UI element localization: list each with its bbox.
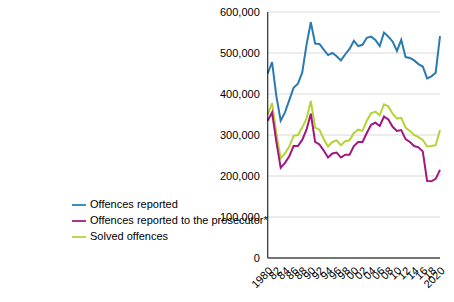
svg-text:300,000: 300,000 — [220, 129, 260, 141]
svg-text:200,000: 200,000 — [220, 170, 260, 182]
svg-text:100,000: 100,000 — [220, 211, 260, 223]
svg-text:500,000: 500,000 — [220, 47, 260, 59]
svg-text:600,000: 600,000 — [220, 6, 260, 18]
svg-text:0: 0 — [254, 252, 260, 264]
svg-text:2020: 2020 — [421, 264, 446, 290]
svg-text:400,000: 400,000 — [220, 88, 260, 100]
